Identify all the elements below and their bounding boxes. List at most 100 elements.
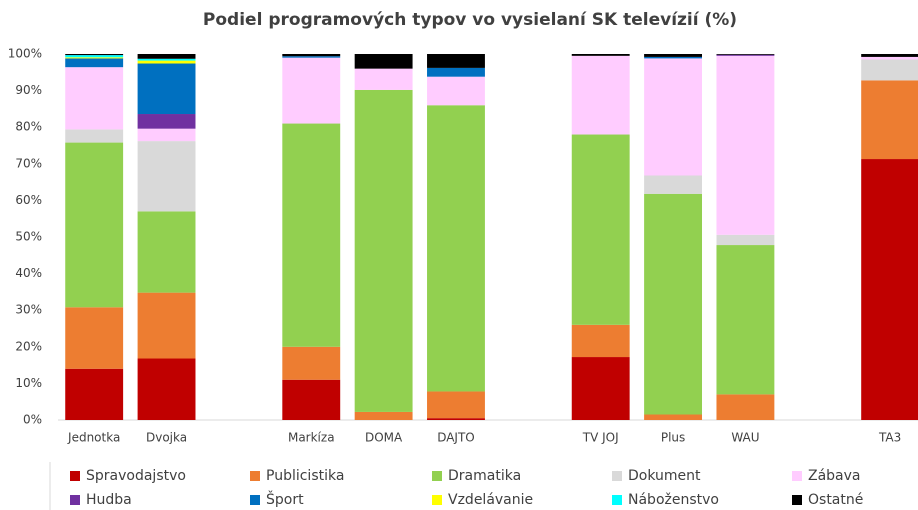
y-tick-label: 10%	[15, 376, 42, 390]
bar-segment	[427, 391, 485, 419]
bar-segment	[137, 114, 196, 129]
legend-swatch	[612, 495, 622, 505]
bar-segment	[65, 307, 124, 369]
bar-segment	[427, 76, 485, 106]
bar-segment	[65, 54, 124, 56]
bar-segment	[354, 68, 413, 90]
legend-swatch	[250, 471, 260, 481]
bar-segment	[137, 128, 196, 142]
y-tick-label: 40%	[15, 266, 42, 280]
bar-segment	[716, 394, 775, 420]
bar-segment	[427, 54, 485, 68]
bar-segment	[427, 67, 485, 77]
legend-label: Ostatné	[808, 492, 863, 508]
y-tick-label: 80%	[15, 120, 42, 134]
bar-segment	[644, 193, 703, 415]
bar-segment	[354, 411, 413, 420]
bar-segment	[65, 58, 124, 68]
legend-label: Náboženstvo	[628, 492, 719, 508]
legend-swatch	[792, 495, 802, 505]
bar-segment	[571, 54, 630, 56]
x-tick-label: Plus	[661, 431, 685, 445]
bar-segment	[137, 292, 196, 359]
bar-segment	[65, 57, 124, 59]
x-tick-label: Markíza	[288, 431, 335, 445]
chart-title: Podiel programových typov vo vysielaní S…	[203, 10, 737, 30]
x-tick-label: WAU	[731, 431, 759, 445]
bar-segment	[137, 58, 196, 61]
bar-segment	[282, 123, 341, 347]
bar-segment	[716, 234, 775, 246]
bar-segment	[716, 245, 775, 395]
bar-segment	[137, 63, 196, 115]
legend-swatch	[432, 471, 442, 481]
bar-segment	[65, 67, 124, 130]
bar-segment	[861, 59, 918, 81]
bar-segment	[644, 58, 703, 176]
bar-segment	[861, 56, 918, 60]
y-tick-label: 20%	[15, 339, 42, 353]
bar-segment	[65, 129, 124, 143]
bar-segment	[282, 54, 341, 57]
legend-label: Zábava	[808, 468, 861, 484]
bar-segment	[716, 54, 775, 55]
y-tick-label: 30%	[15, 303, 42, 317]
bar-segment	[282, 56, 341, 58]
bar-segment	[571, 134, 630, 325]
bar-segment	[644, 56, 703, 59]
legend-label: Dramatika	[448, 468, 521, 484]
y-tick-label: 50%	[15, 230, 42, 244]
bar-segment	[137, 60, 196, 64]
bar-segment	[644, 54, 703, 57]
bar-segment	[571, 357, 630, 420]
bar-segment	[137, 211, 196, 293]
bar-segment	[427, 418, 485, 420]
bar-segment	[861, 54, 918, 57]
bar-segment	[282, 346, 341, 380]
legend-label: Hudba	[86, 492, 132, 508]
legend-swatch	[250, 495, 260, 505]
bar-segment	[354, 54, 413, 69]
bar-segment	[65, 142, 124, 308]
bar-segment	[571, 324, 630, 358]
bar-segment	[861, 159, 918, 421]
y-tick-label: 60%	[15, 193, 42, 207]
legend-label: Šport	[266, 490, 304, 508]
bar-segment	[716, 54, 775, 56]
bar-segment	[716, 55, 775, 235]
x-tick-label: TV JOJ	[582, 431, 619, 445]
legend-swatch	[70, 471, 80, 481]
bar-segment	[644, 414, 703, 420]
bar-segment	[137, 141, 196, 212]
legend-swatch	[432, 495, 442, 505]
x-tick-label: DOMA	[365, 431, 403, 445]
x-tick-label: DAJTO	[437, 431, 475, 445]
bar-segment	[282, 57, 341, 124]
bar-segment	[644, 175, 703, 194]
legend-label: Publicistika	[266, 468, 344, 484]
x-tick-label: TA3	[878, 431, 901, 445]
bar-segment	[571, 55, 630, 135]
bar-segment	[861, 80, 918, 160]
bar-segment	[65, 368, 124, 420]
bar-segment	[354, 89, 413, 412]
legend-swatch	[70, 495, 80, 505]
legend-label: Dokument	[628, 468, 701, 484]
bar-segment	[65, 55, 124, 58]
legend-label: Vzdelávanie	[448, 492, 533, 508]
x-tick-label: Jednotka	[67, 431, 120, 445]
y-tick-label: 90%	[15, 83, 42, 97]
y-tick-label: 70%	[15, 156, 42, 170]
legend-label: Spravodajstvo	[86, 468, 186, 484]
bar-segment	[137, 358, 196, 420]
legend-swatch	[612, 471, 622, 481]
bar-segment	[427, 105, 485, 392]
x-tick-label: Dvojka	[146, 431, 187, 445]
legend-swatch	[792, 471, 802, 481]
bar-segment	[282, 379, 341, 420]
bar-segment	[137, 54, 196, 59]
y-tick-label: 100%	[8, 47, 42, 61]
y-tick-label: 0%	[23, 413, 42, 427]
